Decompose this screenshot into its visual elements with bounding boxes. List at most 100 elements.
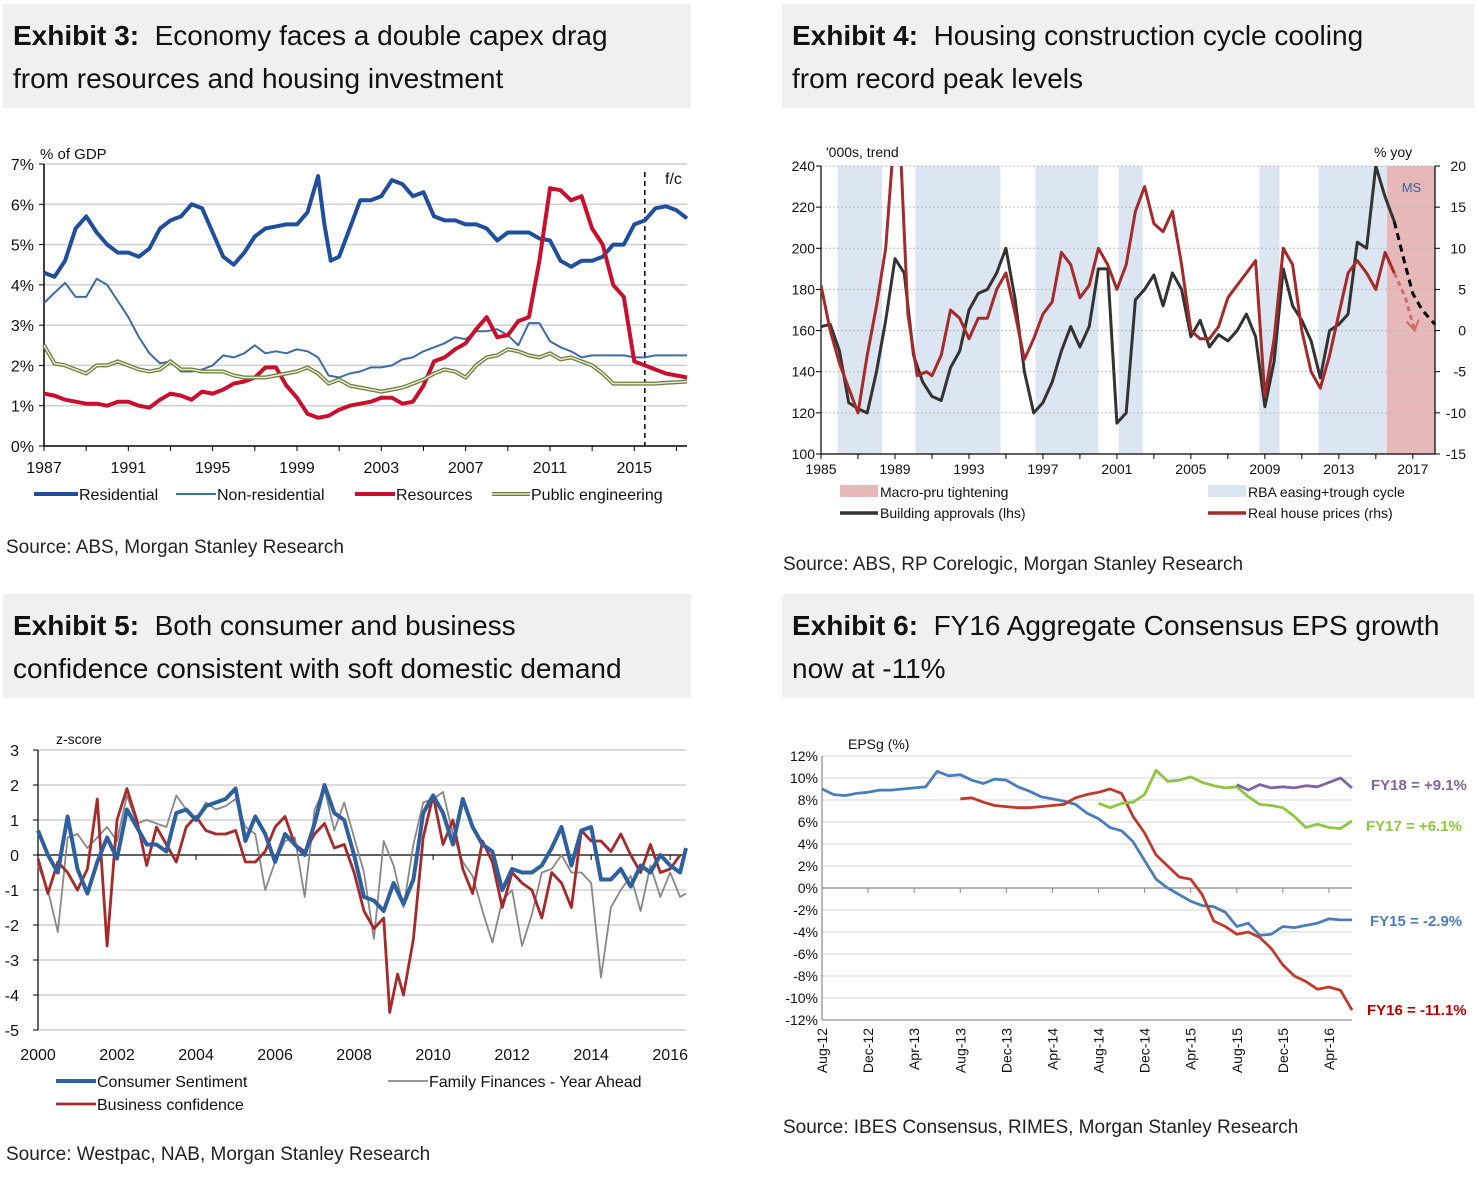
x-tick-label: Dec-15 xyxy=(1275,1028,1291,1073)
legend-swatch xyxy=(1208,485,1246,497)
y2-tick-label: -15 xyxy=(1446,446,1466,462)
y2-tick-label: 15 xyxy=(1450,199,1466,215)
x-tick-label: Apr-13 xyxy=(906,1028,922,1070)
series-end-label-fy15: FY15 = -2.9% xyxy=(1370,913,1462,930)
series-end-label-fy16: FY16 = -11.1% xyxy=(1367,1002,1467,1019)
x-tick-label: 2012 xyxy=(494,1047,530,1064)
y2-tick-label: 0 xyxy=(1458,323,1466,339)
x-tick-label: 2010 xyxy=(415,1047,451,1064)
y-axis-label: % of GDP xyxy=(40,146,107,163)
x-tick-label: Dec-13 xyxy=(998,1028,1014,1073)
x-tick-label: 1991 xyxy=(111,460,147,477)
legend-label: Real house prices (rhs) xyxy=(1248,505,1393,521)
legend-label: Residential xyxy=(79,487,158,504)
y-tick-label: 160 xyxy=(792,323,816,339)
series-line-building-approvals-forecast xyxy=(1392,221,1437,326)
x-tick-label: 2005 xyxy=(1175,461,1206,477)
series-line-fy16 xyxy=(960,787,1354,1011)
y-tick-label: 1% xyxy=(11,399,34,416)
x-tick-label: 2003 xyxy=(364,460,400,477)
y-tick-label: -12% xyxy=(785,1012,818,1028)
y2-tick-label: 20 xyxy=(1450,158,1466,174)
x-tick-label: 2009 xyxy=(1249,461,1280,477)
series-line-public-engineering xyxy=(43,344,688,393)
y-tick-label: -4 xyxy=(5,988,19,1005)
exhibit-5-source: Source: Westpac, NAB, Morgan Stanley Res… xyxy=(6,1144,431,1165)
x-tick-label: Dec-12 xyxy=(860,1028,876,1073)
legend-swatch xyxy=(840,485,878,497)
x-tick-label: Apr-15 xyxy=(1183,1028,1199,1070)
y-tick-label: 3% xyxy=(11,318,34,335)
x-tick-label: 1993 xyxy=(953,461,984,477)
y-tick-label: 4% xyxy=(11,278,34,295)
y-tick-label: 7% xyxy=(11,157,34,174)
y-axis-label: '000s, trend xyxy=(826,144,899,160)
x-tick-label: 1997 xyxy=(1027,461,1058,477)
x-tick-label: Aug-13 xyxy=(952,1028,968,1073)
x-tick-label: 1995 xyxy=(195,460,231,477)
x-tick-label: Aug-12 xyxy=(814,1028,830,1073)
y2-tick-label: -5 xyxy=(1454,364,1467,380)
legend-label: Non-residential xyxy=(217,487,325,504)
exhibit-4-chart: 100 120 140 160 180 200 220 240 -15 -10 -5 0 5 10 15 20… xyxy=(792,144,1467,521)
exhibit-6-title-line2: now at -11% xyxy=(792,653,946,684)
y2-tick-label: -10 xyxy=(1446,405,1466,421)
x-tick-label: 1999 xyxy=(279,460,315,477)
x-tick-label: 2014 xyxy=(573,1047,609,1064)
x-tick-label: Dec-14 xyxy=(1137,1028,1153,1073)
legend-label: Resources xyxy=(396,487,472,504)
y-tick-label: 2% xyxy=(11,358,34,375)
exhibit-3-title-line1: Economy faces a double capex drag xyxy=(154,20,608,51)
y-axis-label: z-score xyxy=(56,731,102,747)
x-tick-label: Apr-16 xyxy=(1321,1028,1337,1070)
exhibit-5-number: Exhibit 5: xyxy=(13,610,140,641)
x-tick-label: 1989 xyxy=(879,461,910,477)
series-line-fy15 xyxy=(821,770,1352,937)
x-tick-label: Aug-14 xyxy=(1091,1028,1107,1073)
series-line-fy18 xyxy=(1236,776,1353,792)
shaded-region-rba-easing-trough-cycle xyxy=(1318,166,1387,454)
y-tick-label: 2% xyxy=(798,858,818,874)
y-tick-label: -5 xyxy=(5,1023,19,1040)
x-tick-label: 2006 xyxy=(257,1047,293,1064)
series-line-non-residential xyxy=(43,277,687,379)
series-line-family-finances-year-ahead xyxy=(37,787,687,979)
series-line-real-house-prices-rhs- xyxy=(821,166,1396,415)
exhibit-3-number: Exhibit 3: xyxy=(13,20,140,51)
y-tick-label: 200 xyxy=(792,240,816,256)
y-tick-label: 10% xyxy=(790,770,818,786)
y-tick-label: -8% xyxy=(793,968,818,984)
exhibit-6-title-line1: FY16 Aggregate Consensus EPS growth xyxy=(933,610,1440,641)
y-tick-label: 0% xyxy=(798,880,818,896)
series-end-label-fy17: FY17 = +6.1% xyxy=(1366,818,1462,835)
x-tick-label: Apr-14 xyxy=(1044,1028,1060,1070)
x-tick-label: 1987 xyxy=(26,460,62,477)
series-line-fy17 xyxy=(1097,768,1353,830)
y-tick-label: 6% xyxy=(11,197,34,214)
y-tick-label: 0 xyxy=(10,848,19,865)
y-tick-label: -1 xyxy=(5,883,19,900)
exhibit-4-title-line1: Housing construction cycle cooling xyxy=(933,20,1364,51)
legend-label: RBA easing+trough cycle xyxy=(1248,484,1405,500)
y2-tick-label: 5 xyxy=(1458,281,1466,297)
y-tick-label: -4% xyxy=(793,924,818,940)
shaded-region-rba-easing-trough-cycle xyxy=(1118,166,1143,454)
series-line-resources xyxy=(43,186,688,420)
exhibit-3-source: Source: ABS, Morgan Stanley Research xyxy=(6,537,344,558)
forecast-annotation: MS xyxy=(1402,180,1422,195)
x-tick-label: Aug-15 xyxy=(1229,1028,1245,1073)
y-tick-label: 120 xyxy=(792,405,816,421)
y-tick-label: 2 xyxy=(10,778,19,795)
exhibit-4-number: Exhibit 4: xyxy=(792,20,919,51)
x-tick-label: 2015 xyxy=(616,460,652,477)
y-tick-label: 5% xyxy=(11,238,34,255)
y-tick-label: 100 xyxy=(792,446,816,462)
series-end-label-fy18: FY18 = +9.1% xyxy=(1371,777,1467,794)
exhibit-4-title: Exhibit 4: Housing construction cycle co… xyxy=(782,4,1474,108)
y-tick-label: 240 xyxy=(792,158,816,174)
y-tick-label: 140 xyxy=(792,364,816,380)
forecast-label: f/c xyxy=(665,171,682,188)
legend-label: Business confidence xyxy=(97,1097,244,1114)
y-tick-label: 1 xyxy=(10,813,19,830)
shaded-region-macro-pru-tightening xyxy=(1386,166,1435,454)
